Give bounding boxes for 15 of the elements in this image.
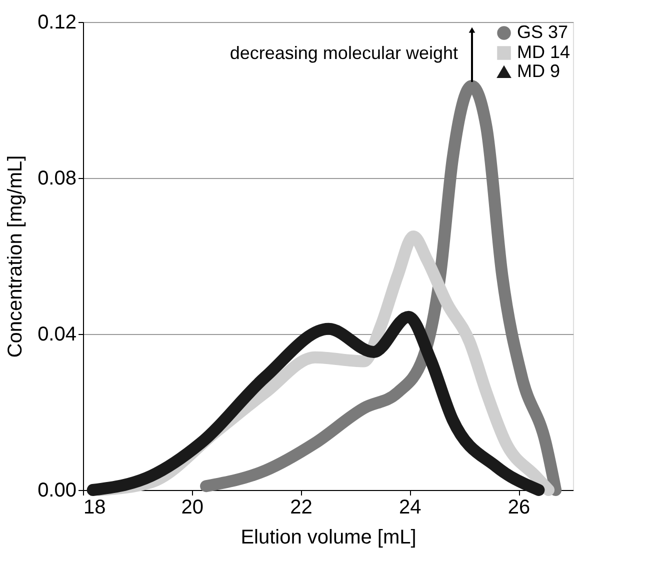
legend-label: MD 9 <box>517 61 560 81</box>
y-tick-label: 0.08 <box>38 168 76 190</box>
x-tick-label: 26 <box>508 496 530 518</box>
y-tick-label: 0.00 <box>38 480 76 502</box>
legend-label: MD 14 <box>517 42 570 62</box>
legend-label: GS 37 <box>517 22 568 42</box>
x-tick-label: 18 <box>84 496 106 518</box>
y-tick-label: 0.04 <box>38 324 76 346</box>
x-tick-label: 24 <box>399 496 422 518</box>
x-tick-label: 20 <box>181 496 204 518</box>
annotation: decreasing molecular weight <box>230 43 458 63</box>
y-tick-label: 0.12 <box>38 12 76 34</box>
x-tick-label: 22 <box>290 496 312 518</box>
x-axis-title: Elution volume [mL] <box>240 526 416 548</box>
y-axis-title: Concentration [mg/mL] <box>4 155 27 358</box>
